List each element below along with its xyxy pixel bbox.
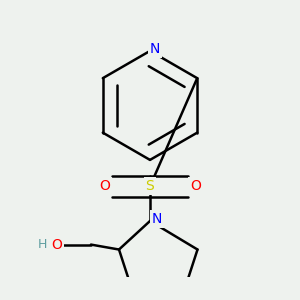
Text: O: O xyxy=(190,179,201,193)
Text: H: H xyxy=(38,238,47,251)
Text: S: S xyxy=(146,179,154,193)
Text: N: N xyxy=(150,42,160,56)
Text: O: O xyxy=(99,179,110,193)
Text: N: N xyxy=(152,212,163,226)
Text: O: O xyxy=(52,238,62,252)
